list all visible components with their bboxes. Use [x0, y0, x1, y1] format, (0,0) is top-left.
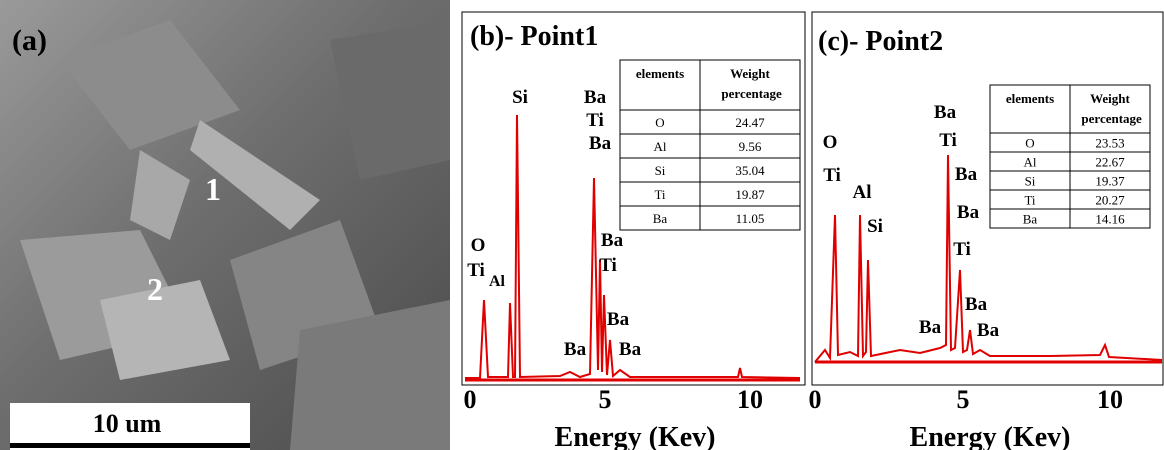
marker: 2 [147, 271, 163, 307]
peak-label: O [471, 235, 486, 256]
scale-box [10, 403, 250, 450]
table-frame [619, 59, 801, 231]
table-cell: 9.56 [739, 139, 762, 154]
peak-label: Ba [919, 317, 942, 338]
table-cell: 19.37 [1095, 174, 1125, 189]
table-cell: 23.53 [1095, 136, 1124, 151]
table-cell: 24.47 [735, 115, 765, 130]
x-tick-label: 0 [809, 385, 822, 414]
peak-label: Ti [586, 110, 604, 131]
x-tick-label: 5 [957, 385, 970, 414]
scale-bar [10, 443, 250, 448]
table-cell: Si [655, 163, 666, 178]
panel-title: (c)- Point2 [818, 26, 943, 57]
peak-label: Ti [467, 260, 485, 281]
panel-frame [461, 11, 806, 386]
table-header: Weight percentage [1078, 91, 1142, 126]
table-cell: 22.67 [1095, 155, 1125, 170]
x-tick-label: 5 [599, 385, 612, 414]
table-header: Weight percentage [718, 66, 782, 101]
table-cell: Ti [1024, 193, 1035, 208]
table-cell: Si [1025, 174, 1036, 189]
peak-label: Ba [564, 339, 587, 360]
table-header: elements [636, 66, 684, 81]
spectrum [465, 114, 801, 379]
table-cell: Ba [653, 211, 668, 226]
table-cell: 19.87 [735, 187, 765, 202]
peak-label: Ba [965, 294, 988, 315]
scale-label: 10 um [93, 409, 162, 438]
peak-label: Ti [823, 165, 841, 186]
table-cell: Al [1024, 155, 1037, 170]
x-tick-label: 10 [737, 385, 763, 414]
table-header: elements [1006, 91, 1054, 106]
panel-frame [811, 11, 1164, 386]
table-cell: Ba [1023, 212, 1038, 227]
peak-label: Si [867, 216, 883, 237]
table-cell: 35.04 [735, 163, 765, 178]
table-cell: O [655, 115, 664, 130]
peak-label: Al [489, 273, 506, 290]
peak-label: Si [512, 87, 528, 108]
table-cell: 20.27 [1095, 193, 1125, 208]
table-cell: 11.05 [736, 211, 765, 226]
peak-label: O [823, 132, 838, 153]
spectrum [814, 154, 1163, 363]
x-axis-label: Energy (Kev) [910, 422, 1071, 450]
peak-label: Ba [584, 87, 607, 108]
peak-label: Ba [619, 339, 642, 360]
peak-label: Ba [955, 164, 978, 185]
peak-label: Ba [607, 309, 630, 330]
table-cell: 14.16 [1095, 212, 1125, 227]
peak-label: Ti [599, 255, 617, 276]
table-cell: Ti [654, 187, 665, 202]
peak-label: Ba [977, 320, 1000, 341]
x-axis-label: Energy (Kev) [555, 422, 716, 450]
peak-label: Al [853, 182, 872, 203]
x-tick-label: 10 [1097, 385, 1123, 414]
panel-title: (b)- Point1 [470, 21, 598, 52]
peak-label: Ba [589, 133, 612, 154]
peak-label: Ba [601, 230, 624, 251]
marker: 1 [205, 171, 221, 207]
peak-label: Ba [934, 102, 957, 123]
peak-label: Ba [957, 202, 980, 223]
table-cell: Al [654, 139, 667, 154]
x-tick-label: 0 [464, 385, 477, 414]
panel-label: (a) [12, 24, 47, 57]
peak-label: Ti [939, 130, 957, 151]
sem-image [0, 0, 450, 450]
peak-label: Ti [953, 239, 971, 260]
table-cell: O [1025, 136, 1034, 151]
